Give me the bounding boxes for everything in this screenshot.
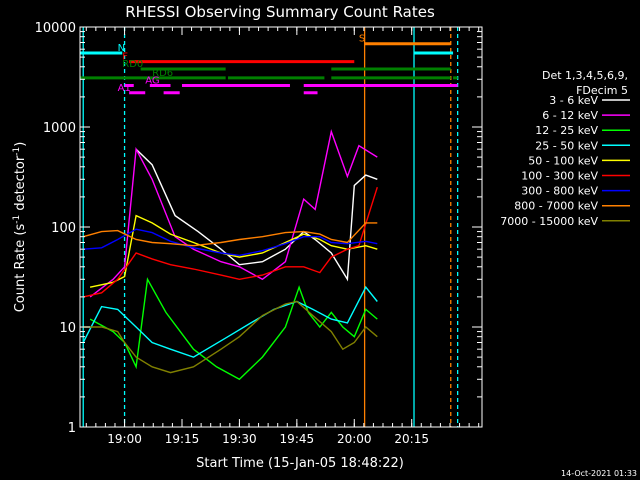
series-line-2 (89, 129, 378, 298)
series-line-8 (83, 222, 378, 247)
chart-title: RHESSI Observing Summary Count Rates (125, 3, 435, 21)
y-tick-label-2: 10 (59, 321, 76, 336)
x-tick-label-3: 19:30 (222, 432, 257, 446)
legend-label-5: 50 - 100 keV (528, 154, 598, 167)
series-line-9 (83, 300, 378, 374)
x-axis-label: Start Time (15-Jan-05 18:48:22) (196, 456, 404, 471)
y-axis-label-part1: Count Rate (s (13, 224, 28, 313)
y-axis-label-part2: detector (13, 155, 28, 215)
legend-label-6: 100 - 300 keV (521, 170, 598, 183)
y-tick-label-5: 10000 (35, 21, 76, 36)
y-axis-label-sup1: -1 (12, 215, 22, 224)
flag-label-n: N (118, 43, 125, 54)
series-line-6 (83, 186, 378, 298)
x-tick-label-2: 19:15 (165, 432, 200, 446)
y-tick-label-1: 1 (68, 421, 76, 436)
flag-label-s: S (359, 34, 365, 45)
y-axis-label-part3: ) (13, 142, 28, 147)
x-tick-label-1: 19:00 (107, 432, 142, 446)
series-line-3 (89, 277, 378, 381)
series-line-5 (89, 214, 378, 288)
flag-label-rd6: RD6 (152, 68, 173, 79)
legend-label-4: 25 - 50 keV (535, 139, 598, 152)
y-tick-label-3: 100 (51, 221, 76, 236)
series-layer (82, 129, 378, 381)
x-tick-label-5: 20:00 (337, 432, 372, 446)
legend-label-2: 6 - 12 keV (542, 109, 598, 122)
legend-label-7: 300 - 800 keV (521, 185, 598, 198)
series-line-4 (82, 285, 378, 358)
series-line-1 (135, 148, 378, 282)
footer-timestamp: 14-Oct-2021 01:33 (561, 469, 637, 478)
legend-label-1: 3 - 6 keV (549, 94, 598, 107)
y-tick-label-4: 1000 (43, 121, 76, 136)
legend-label-8: 800 - 7000 keV (514, 200, 598, 213)
y-axis-label-sup2: -1 (12, 147, 22, 156)
legend-header-2: FDecim 5 (576, 84, 628, 97)
flag-label-rd0: RD0 (122, 59, 143, 70)
flag-label-a1: A1 (118, 83, 131, 94)
flag-label-ag: AG (145, 76, 159, 87)
axes: 19:00 19:15 19:30 19:45 20:00 20:15 1 10 100 1000… (35, 21, 482, 446)
legend: Det 1,3,4,5,6,9, FDecim 53 - 6 keV 6 - 12 … (500, 69, 630, 228)
x-tick-label-4: 19:45 (280, 432, 315, 446)
legend-label-9: 7000 - 15000 keV (500, 215, 598, 228)
legend-header-1: Det 1,3,4,5,6,9, (542, 69, 628, 82)
legend-label-3: 12 - 25 keV (535, 124, 598, 137)
flag-label-f: F (122, 52, 128, 63)
y-axis-label: Count Rate (s-1 detector-1) (12, 142, 28, 313)
series-line-7 (83, 228, 378, 257)
x-tick-label-6: 20:15 (394, 432, 429, 446)
